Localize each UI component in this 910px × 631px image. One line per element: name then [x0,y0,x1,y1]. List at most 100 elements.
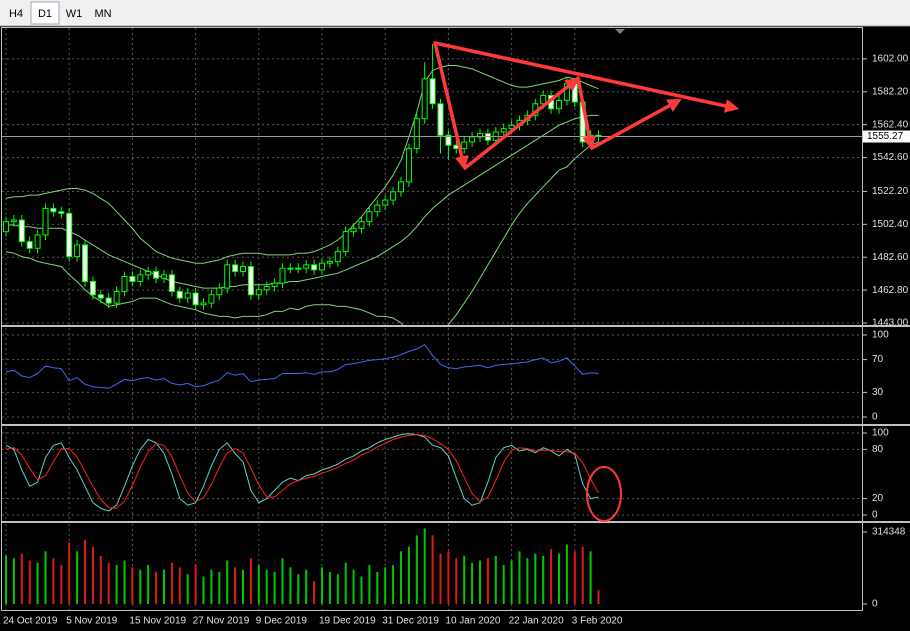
x-tick-label: 31 Dec 2019 [382,616,439,627]
volume-bar [194,565,197,604]
volume-bar [423,528,426,604]
volume-bar [147,565,150,604]
button-label: W1 [66,8,83,20]
volume-bar [313,581,316,604]
candle-body [319,262,325,271]
timeframe-button[interactable]: H4 [9,8,23,20]
y-tick-label: 1582.20 [872,86,909,97]
volume-bar [202,576,205,604]
current-price-label: 1555.27 [867,131,904,142]
candle-body [153,271,160,279]
x-tick-label: 3 Feb 2020 [572,616,623,627]
button-highlight [30,1,60,25]
candle-body [161,274,167,279]
volume-bar [155,571,158,604]
volume-bar [368,565,371,604]
y-tick-label: 314348 [872,527,906,538]
volume-bar [415,535,418,604]
volume-bar [139,569,142,604]
volume-bar [447,551,450,604]
candle-body [232,264,239,273]
volume-bar [107,562,110,604]
candle-body [176,290,183,299]
candle-body [429,78,436,105]
x-tick-label: 9 Dec 2019 [256,616,308,627]
indicator-line [5,141,599,325]
volume-bar [249,558,252,604]
button-label: H4 [9,8,23,20]
volume-bar [352,569,355,604]
candle-body [113,290,120,304]
volume-bar [534,553,537,604]
volume-bar [439,553,442,604]
volume-bar [178,567,181,604]
volume-bar [526,558,529,604]
candle-body [168,274,175,292]
candle-body [540,94,547,105]
candle-body [303,264,310,269]
candle-body [192,292,199,306]
y-tick-label: 0 [872,599,878,610]
timeframe-buttons: H4 D1 W1 MN [9,1,112,25]
candle-body [366,211,373,223]
timeframe-button[interactable]: W1 [66,8,83,20]
panel [2,328,862,423]
candle-body [287,267,294,270]
y-tick-label: 1542.60 [872,152,909,163]
candle-body [358,221,365,229]
volume-bar [52,558,55,604]
candle-body [216,287,223,296]
x-tick-label: 5 Nov 2019 [66,616,118,627]
volume-bar [226,560,229,604]
candle-body [263,285,270,291]
candle-body [82,244,88,282]
volume-bar [76,551,79,604]
volume-bar [321,567,323,604]
annotation-arrow [433,41,469,171]
volume-bar [565,544,568,604]
candle-body [374,204,381,213]
volume-bar [400,551,402,604]
volume-bar [242,569,244,604]
chart-layer: 24 Oct 2019 5 Nov 2019 15 Nov 2019 27 Nov 2… [2,28,910,627]
shift-marker [615,29,625,34]
candle-body [97,294,104,299]
candle-body [271,282,278,287]
candle-body [445,134,452,146]
timeframe-button[interactable]: D1 [30,1,60,25]
y-tick-label: 20 [872,493,884,504]
volume-bar [234,567,237,604]
y-tick-label: 1443.00 [872,318,909,329]
volume-bar [60,565,63,604]
annotation-arrow [590,98,682,150]
volume-bar [581,546,584,604]
x-tick-label: 22 Jan 2020 [509,616,564,627]
y-tick-label: 0 [872,412,878,423]
volume-bar [431,535,434,604]
candle-body [89,280,96,296]
volume-bar [297,574,300,604]
candle-body [571,83,578,103]
volume-bar [392,565,395,604]
annotation-circle [586,466,622,522]
volume-bar [210,569,213,604]
panel [2,28,862,325]
candle-body [26,241,33,249]
timeframe-button[interactable]: MN [94,8,111,20]
candle-body [556,99,562,110]
volume-bar [305,569,308,604]
candle-body [10,219,17,223]
volume-bar [218,571,221,604]
indicator-line [5,65,599,264]
x-tick-label: 10 Jan 2020 [445,616,500,627]
volume-bar [115,565,118,604]
annotation-arrow [576,76,597,151]
x-tick-label: 27 Nov 2019 [193,616,250,627]
candle-body [437,103,444,136]
volume-bar [84,539,86,604]
button-label: MN [94,8,111,20]
candle-body [34,234,41,249]
candle-body [50,207,57,213]
